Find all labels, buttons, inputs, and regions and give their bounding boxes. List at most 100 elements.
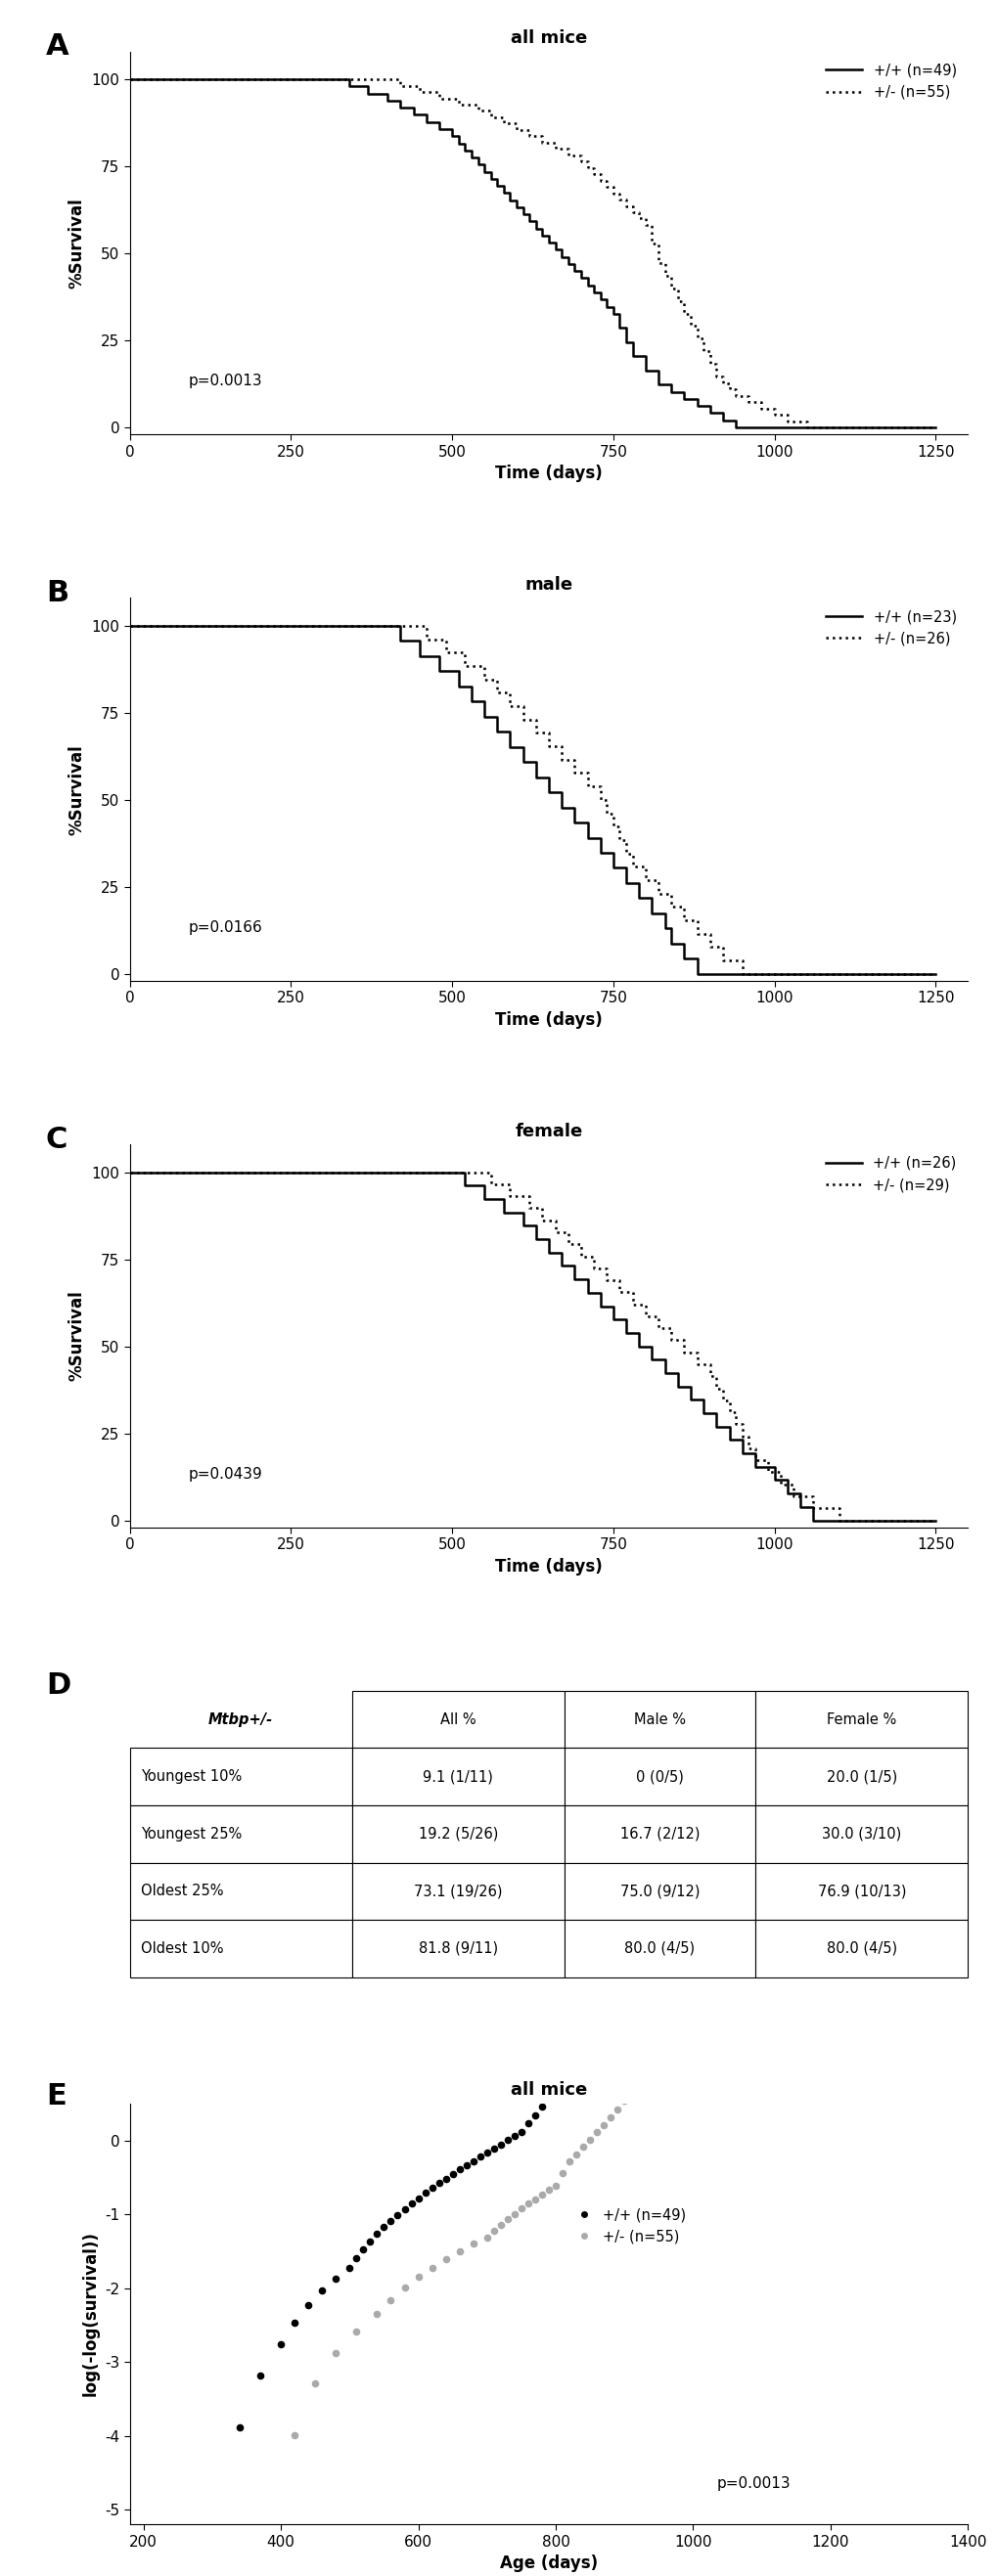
Point (519, 2102, 535, 2143)
X-axis label: Time (days): Time (days) (495, 1558, 602, 1574)
Point (568, 2133, 584, 2174)
Point (396, 2187, 412, 2228)
X-axis label: Age (days): Age (days) (499, 2555, 597, 2573)
Point (410, 2257, 426, 2298)
Point (643, 1955, 659, 1996)
Point (547, 2076, 563, 2117)
Point (417, 2172, 433, 2213)
Point (328, 2334, 344, 2375)
Point (630, 2020, 646, 2061)
Point (643, 2056, 659, 2097)
Point (540, 2169, 556, 2210)
Point (479, 2133, 495, 2174)
Point (348, 2311, 364, 2352)
Point (493, 2205, 508, 2246)
Point (512, 2187, 528, 2228)
Point (376, 2208, 392, 2249)
Point (231, 2406, 247, 2447)
Y-axis label: %Survival: %Survival (68, 198, 86, 289)
Point (547, 2164, 563, 2205)
Legend: +/+ (n=26), +/- (n=29): +/+ (n=26), +/- (n=29) (822, 1151, 960, 1198)
Point (307, 2362, 323, 2403)
Text: E: E (46, 2081, 66, 2110)
Point (698, 2017, 714, 2058)
Point (595, 2105, 611, 2146)
Point (554, 2154, 570, 2195)
Point (588, 2053, 604, 2094)
Point (561, 2066, 577, 2107)
Point (506, 2115, 522, 2156)
Text: D: D (46, 1672, 71, 1700)
Point (561, 2141, 577, 2182)
Point (272, 2324, 288, 2365)
Point (355, 2228, 371, 2269)
Point (602, 2097, 618, 2138)
Y-axis label: %Survival: %Survival (68, 1291, 86, 1381)
Point (438, 2159, 454, 2200)
Title: female: female (514, 1123, 582, 1141)
Point (300, 2285, 316, 2326)
Point (499, 2120, 515, 2161)
Point (451, 2148, 467, 2190)
Point (451, 2231, 467, 2272)
Text: p=0.0166: p=0.0166 (188, 920, 262, 935)
Y-axis label: log(-log(survival)): log(-log(survival)) (82, 2231, 99, 2396)
Point (286, 2416, 302, 2458)
Text: A: A (46, 33, 69, 62)
Y-axis label: %Survival: %Survival (68, 744, 86, 835)
Text: p=0.0439: p=0.0439 (188, 1466, 262, 1481)
Point (671, 2040, 687, 2081)
Point (657, 2048, 673, 2089)
Point (465, 2223, 481, 2264)
Point (362, 2221, 378, 2262)
Point (636, 2061, 652, 2102)
Point (533, 2087, 549, 2128)
Point (328, 2257, 344, 2298)
Point (424, 2246, 440, 2287)
Point (616, 2081, 632, 2123)
Point (493, 2123, 508, 2164)
Point (574, 2125, 590, 2166)
Point (252, 2354, 268, 2396)
Point (403, 2182, 419, 2223)
Point (526, 2094, 542, 2136)
Title: all mice: all mice (510, 31, 586, 46)
Point (458, 2146, 474, 2187)
Point (383, 2200, 399, 2241)
Point (623, 2071, 639, 2112)
Point (630, 2066, 646, 2107)
Point (526, 2179, 542, 2221)
Text: p=0.0013: p=0.0013 (188, 374, 262, 389)
Point (445, 2154, 461, 2195)
Point (506, 2192, 522, 2233)
Point (486, 2210, 501, 2251)
Point (410, 2177, 426, 2218)
Point (314, 2269, 330, 2311)
Point (286, 2303, 302, 2344)
Point (438, 2239, 454, 2280)
Point (719, 1955, 735, 1996)
Text: C: C (46, 1126, 68, 1154)
Point (341, 2246, 357, 2287)
X-axis label: Time (days): Time (days) (495, 1012, 602, 1028)
Text: p=0.0013: p=0.0013 (716, 2476, 790, 2491)
Point (499, 2197, 515, 2239)
Point (533, 2174, 549, 2215)
Point (479, 2215, 495, 2257)
Text: B: B (46, 580, 69, 608)
Point (396, 2267, 412, 2308)
Point (369, 2213, 385, 2254)
Point (486, 2128, 501, 2169)
Point (512, 2112, 528, 2154)
Point (369, 2293, 385, 2334)
Point (574, 2058, 590, 2099)
Point (602, 2043, 618, 2084)
Legend: +/+ (n=23), +/- (n=26): +/+ (n=23), +/- (n=26) (822, 605, 960, 649)
Point (588, 2112, 604, 2154)
Legend: +/+ (n=49), +/- (n=55): +/+ (n=49), +/- (n=55) (572, 2202, 690, 2249)
Point (383, 2280, 399, 2321)
Point (465, 2141, 481, 2182)
Point (390, 2195, 406, 2236)
Point (616, 2035, 632, 2076)
X-axis label: Time (days): Time (days) (495, 464, 602, 482)
